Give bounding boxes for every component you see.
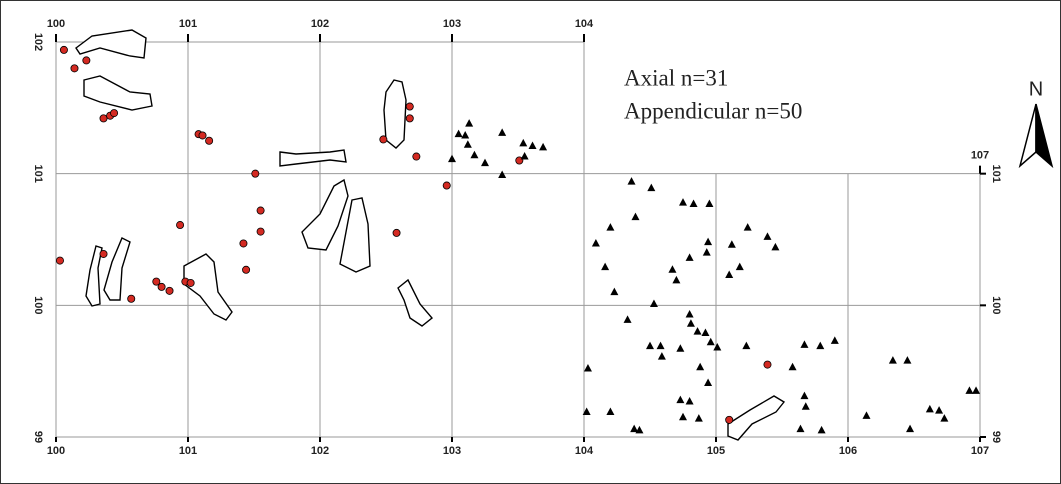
x-tick-label-top: 100 (47, 18, 65, 30)
circle-point (60, 46, 67, 53)
circle-point (187, 279, 194, 286)
circle-point (71, 65, 78, 72)
y-tick-label-right: 101 (990, 164, 1002, 182)
circle-point (166, 287, 173, 294)
y-tick-label: 101 (32, 164, 44, 182)
annotation: Axial n=31 (624, 65, 728, 90)
x-tick-label: 106 (839, 445, 857, 457)
x-tick-label: 105 (707, 445, 725, 457)
circle-point (176, 221, 183, 228)
circle-point (100, 115, 107, 122)
x-tick-label: 100 (47, 445, 65, 457)
circle-point (240, 240, 247, 247)
circle-point (764, 361, 771, 368)
y-tick-label: 99 (32, 431, 44, 443)
circle-point (242, 266, 249, 273)
x-tick-label-top: 104 (575, 18, 594, 30)
circle-point (726, 416, 733, 423)
x-tick-label: 104 (575, 445, 594, 457)
circle-point (83, 57, 90, 64)
x-tick-label: 103 (443, 445, 461, 457)
circle-point (206, 137, 213, 144)
circle-point (158, 283, 165, 290)
page: {"chart_data": {"type": "scatter", "anno… (0, 0, 1061, 484)
frame (1, 1, 1061, 484)
bone (384, 80, 406, 148)
x-tick-label-top: 103 (443, 18, 461, 30)
circle-point (257, 228, 264, 235)
circle-point (413, 153, 420, 160)
circle-point (128, 295, 135, 302)
x-tick-label: 107 (971, 445, 989, 457)
x-tick-label: 101 (179, 445, 197, 457)
x-tick-label-top: 102 (311, 18, 329, 30)
circle-point (110, 110, 117, 117)
circle-point (393, 229, 400, 236)
circle-point (257, 207, 264, 214)
circle-point (380, 136, 387, 143)
x-tick-label-top: 107 (971, 150, 989, 162)
circle-point (443, 182, 450, 189)
circle-point (100, 250, 107, 257)
x-tick-label-top: 101 (179, 18, 197, 30)
chart: Axial n=31 Appendicular n=50 N 100 100 101… (0, 0, 1061, 484)
circle-point (406, 103, 413, 110)
annotation: Appendicular n=50 (624, 98, 802, 123)
circle-point (406, 115, 413, 122)
y-tick-label-right: 100 (990, 296, 1002, 314)
y-tick-label: 100 (32, 296, 44, 314)
circle-point (252, 170, 259, 177)
y-tick-label-right: 99 (990, 431, 1002, 443)
x-tick-label: 102 (311, 445, 329, 457)
y-tick-label: 102 (32, 33, 44, 51)
north-label: N (1029, 78, 1043, 100)
circle-point (199, 132, 206, 139)
circle-point (56, 257, 63, 264)
